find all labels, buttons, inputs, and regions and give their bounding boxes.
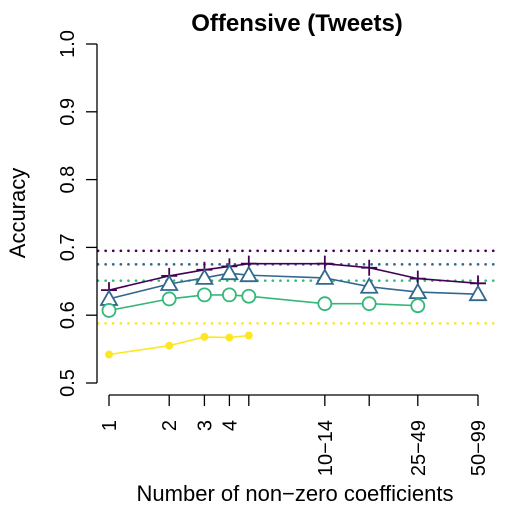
- y-axis-label: Accuracy: [5, 168, 30, 258]
- data-point: [225, 333, 234, 342]
- data-point: [361, 296, 377, 312]
- data-point: [219, 263, 239, 281]
- series-3-circle: [101, 287, 426, 318]
- x-axis-label: Number of non−zero coefficients: [137, 481, 454, 506]
- x-axis: 1 2 3 4 10−14 25−49 50−99: [99, 394, 490, 476]
- data-point: [317, 296, 333, 312]
- data-point: [159, 274, 179, 291]
- y-tick-label: 1.0: [57, 30, 79, 58]
- x-tick-label: 25−49: [408, 420, 430, 476]
- x-tick-label: 3: [194, 420, 216, 431]
- series-2-triangle: [99, 263, 488, 306]
- data-point: [101, 303, 117, 318]
- y-tick-label: 0.7: [57, 233, 79, 261]
- data-point: [315, 268, 335, 285]
- y-tick-label: 0.6: [57, 301, 79, 329]
- data-point: [408, 282, 428, 300]
- data-point: [241, 288, 257, 304]
- x-tick-label: 50−99: [468, 420, 490, 476]
- data-point: [244, 331, 253, 340]
- series-4-dot: [105, 331, 253, 359]
- chart-title: Offensive (Tweets): [191, 10, 403, 37]
- x-tick-label: 4: [219, 420, 241, 431]
- data-point: [468, 284, 488, 302]
- series-layer: [99, 255, 488, 359]
- data-point: [161, 291, 177, 307]
- data-point: [194, 268, 214, 285]
- x-tick-label: 10−14: [315, 420, 337, 476]
- x-tick-label: 2: [159, 420, 181, 431]
- data-point: [361, 259, 378, 276]
- data-point: [222, 287, 237, 303]
- data-point: [200, 332, 209, 341]
- y-tick-label: 0.8: [57, 166, 79, 194]
- data-point: [165, 341, 174, 350]
- data-point: [239, 265, 259, 283]
- y-tick-label: 0.9: [57, 98, 79, 126]
- y-axis: 0.5 0.6 0.7 0.8 0.9 1.0: [57, 30, 98, 397]
- data-point: [410, 298, 426, 314]
- data-point: [197, 287, 212, 303]
- data-point: [359, 276, 379, 294]
- y-tick-label: 0.5: [57, 369, 79, 397]
- x-tick-label: 1: [99, 420, 121, 431]
- data-point: [105, 350, 113, 359]
